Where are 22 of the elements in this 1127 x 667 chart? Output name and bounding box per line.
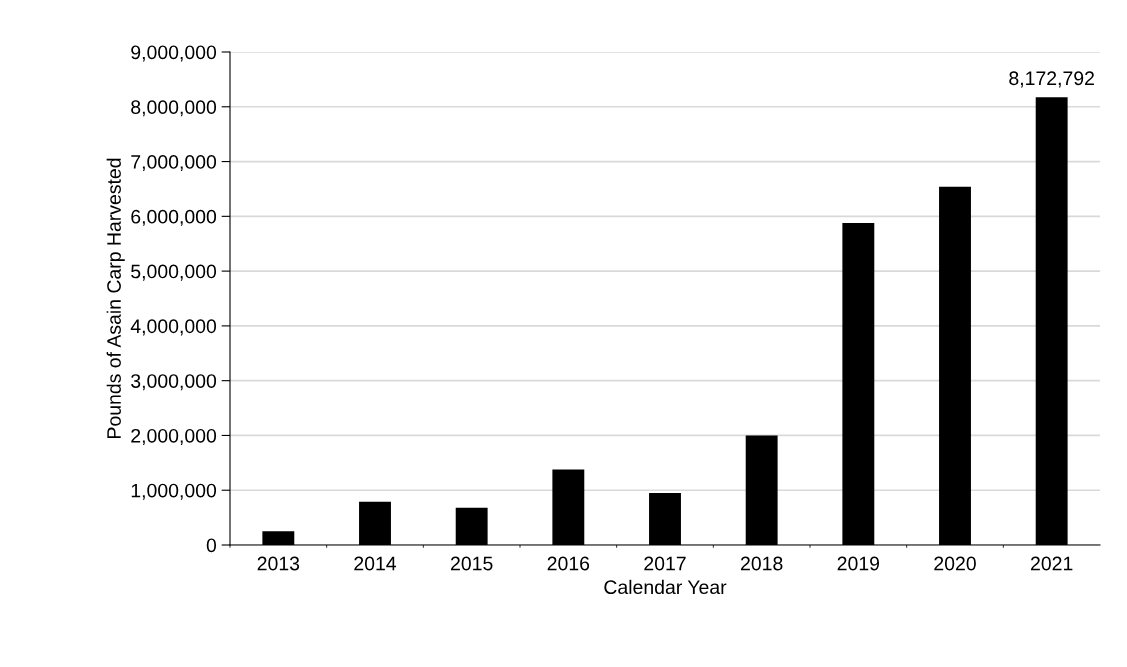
x-tick-label: 2017: [644, 556, 686, 571]
y-tick-label: 7,000,000: [131, 155, 217, 172]
x-tick-label: 2014: [354, 556, 397, 571]
x-tick-label: 2016: [547, 556, 590, 571]
x-axis-title: Calendar Year: [604, 579, 727, 595]
y-tick-label: 2,000,000: [131, 428, 217, 445]
x-tick-label: 2019: [837, 556, 880, 571]
x-tick-label: 2013: [257, 556, 300, 571]
x-tick-label: 2018: [741, 556, 783, 571]
y-axis-title: Pounds of Asain Carp Harvested: [106, 158, 125, 438]
y-tick-label: 6,000,000: [131, 209, 217, 226]
y-tick-label: 3,000,000: [131, 374, 217, 391]
data-label: 8,172,792: [1009, 71, 1094, 88]
y-tick-label: 8,000,000: [131, 100, 217, 117]
x-tick-label: 2021: [1031, 556, 1073, 571]
y-tick-label: 0: [206, 538, 217, 553]
x-tick-label: 2015: [451, 556, 493, 571]
y-tick-label: 1,000,000: [131, 483, 217, 500]
y-tick-label: 5,000,000: [131, 264, 217, 281]
x-tick-label: 2020: [934, 556, 976, 571]
y-tick-label: 4,000,000: [130, 319, 217, 336]
y-tick-label: 9,000,000: [131, 45, 217, 62]
